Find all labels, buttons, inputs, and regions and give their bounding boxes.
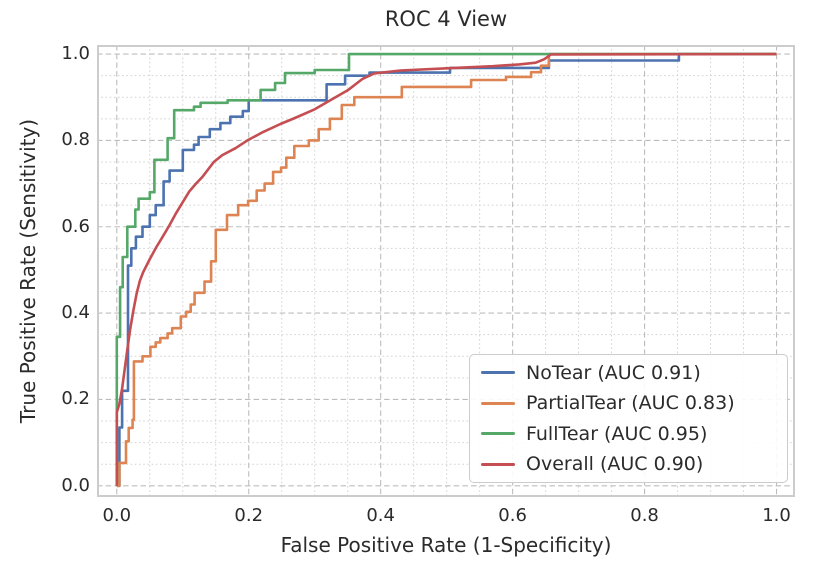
y-tick-label: 0.2 <box>61 388 90 410</box>
roc-curve-partialtear <box>116 52 777 488</box>
chart-title: ROC 4 View <box>384 7 508 31</box>
legend-item: FullTear (AUC 0.95) <box>470 419 787 449</box>
x-tick-label: 0.2 <box>234 505 264 526</box>
legend-swatch <box>481 401 515 405</box>
legend-item-label: NoTear (AUC 0.91) <box>526 361 701 384</box>
y-tick-label: 0.0 <box>61 474 90 496</box>
x-axis-label: False Positive Rate (1-Specificity) <box>280 533 612 557</box>
legend-item: NoTear (AUC 0.91) <box>470 358 787 388</box>
legend-item-label: FullTear (AUC 0.95) <box>526 422 708 445</box>
legend-item-label: Overall (AUC 0.90) <box>526 453 704 476</box>
x-tick-label: 0.6 <box>498 505 527 526</box>
y-tick-label: 0.8 <box>61 129 90 151</box>
legend-item: Overall (AUC 0.90) <box>470 449 787 479</box>
x-tick-label: 1.0 <box>762 505 791 526</box>
legend-swatch <box>481 462 515 466</box>
axes-spines <box>97 45 795 497</box>
legend-swatch <box>481 432 515 436</box>
y-tick-label: 0.4 <box>61 302 90 324</box>
roc-curve-fulltear <box>115 52 777 486</box>
legend-item-label: PartialTear (AUC 0.83) <box>526 392 735 415</box>
legend-item: PartialTear (AUC 0.83) <box>470 388 787 418</box>
x-tick-label: 0.0 <box>102 505 132 526</box>
roc-plot-svg <box>97 45 795 497</box>
y-tick-label: 1.0 <box>61 43 90 65</box>
roc-curve-overall <box>115 52 777 486</box>
x-tick-label: 0.8 <box>630 505 659 526</box>
y-tick-label: 0.6 <box>61 215 90 237</box>
legend-swatch <box>481 371 515 375</box>
legend: NoTear (AUC 0.91) PartialTear (AUC 0.83)… <box>469 354 788 483</box>
x-tick-label: 0.4 <box>366 505 395 526</box>
roc-curve-notear <box>116 52 777 488</box>
y-axis-label: True Positive Rate (Sensitivity) <box>16 118 40 424</box>
